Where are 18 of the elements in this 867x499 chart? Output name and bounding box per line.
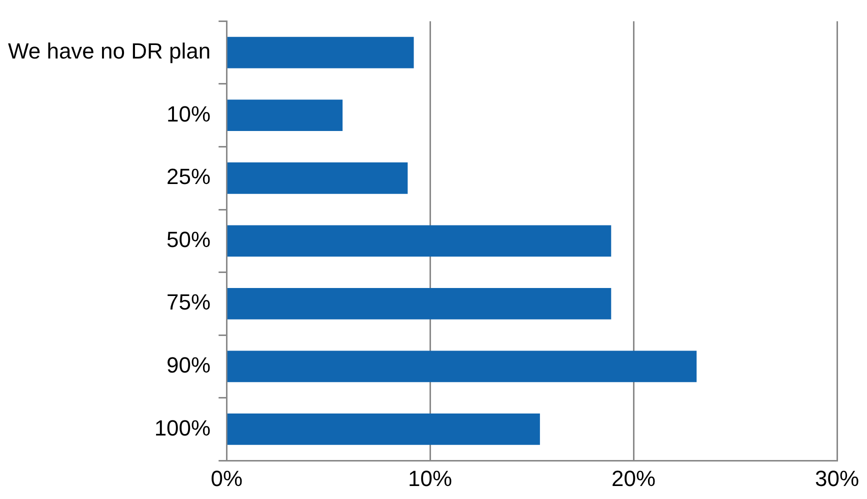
- bar: [227, 414, 540, 445]
- bar: [227, 162, 408, 194]
- x-tick-label: 10%: [408, 466, 452, 491]
- x-tick-label: 20%: [612, 466, 656, 491]
- y-tick-label: 25%: [166, 164, 211, 190]
- y-tick-label: 75%: [166, 290, 211, 315]
- bar: [227, 36, 414, 68]
- bar: [227, 225, 612, 257]
- bar: [227, 288, 612, 320]
- y-tick-label: 100%: [154, 415, 211, 440]
- y-tick-label: 90%: [166, 352, 211, 378]
- y-tick-label: We have no DR plan: [8, 38, 211, 64]
- x-tick-label: 30%: [814, 466, 860, 491]
- y-tick-label: 10%: [166, 101, 211, 126]
- bar: [227, 350, 697, 382]
- bar: [227, 100, 343, 132]
- y-tick-label: 50%: [166, 226, 211, 252]
- x-tick-label: 0%: [210, 466, 242, 491]
